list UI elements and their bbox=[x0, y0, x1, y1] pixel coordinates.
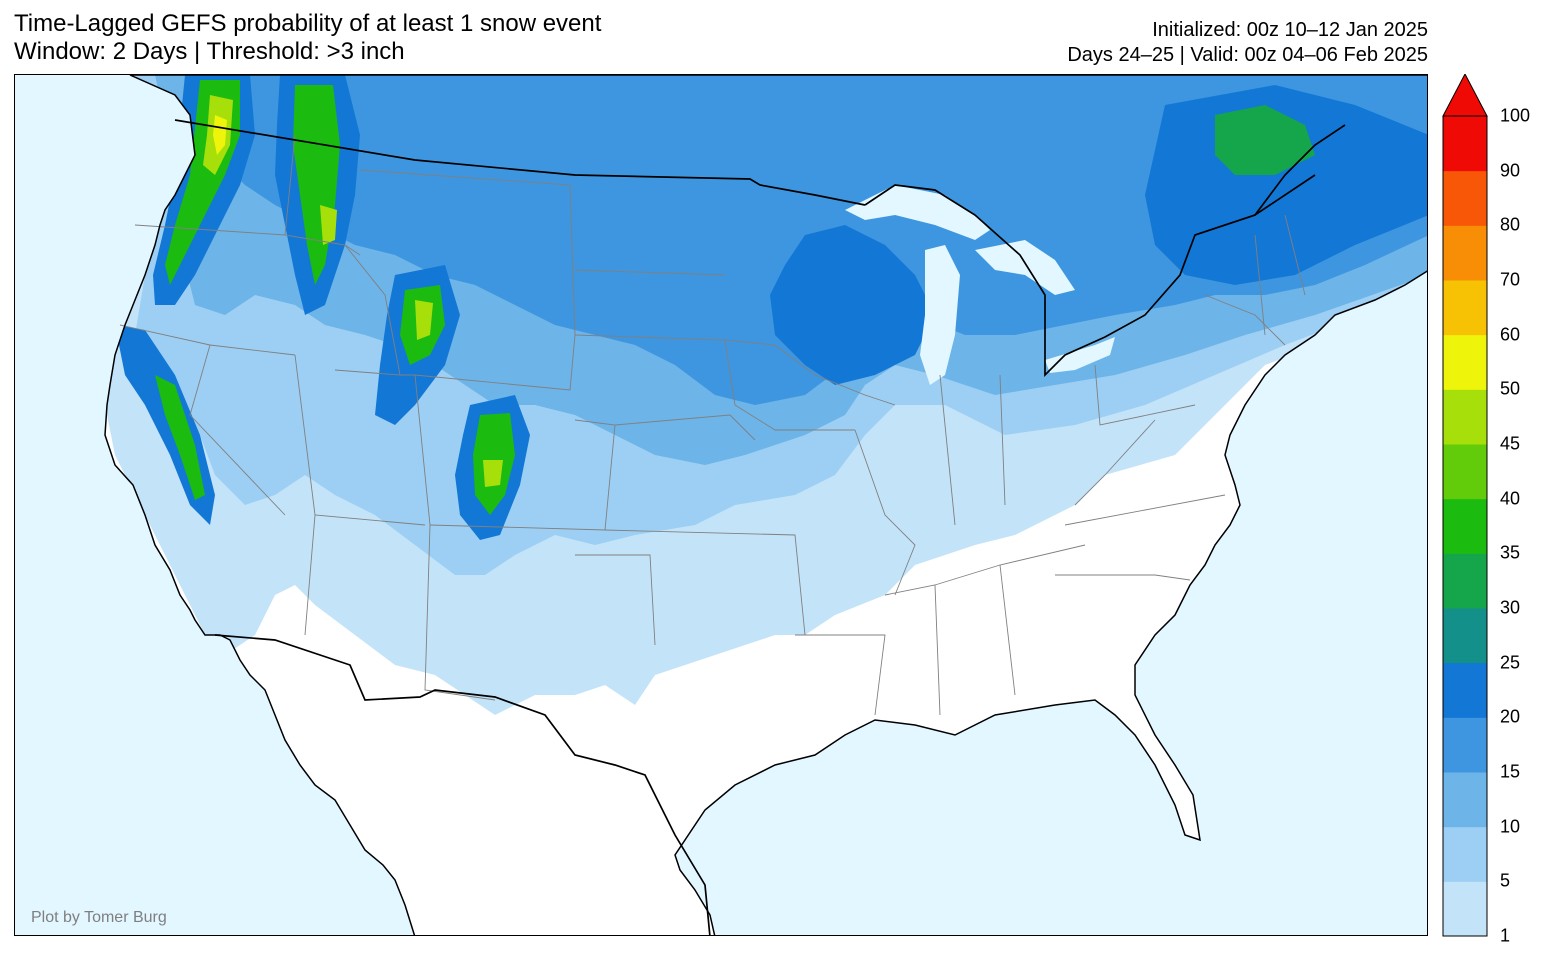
prob-level-30-northeast bbox=[1215, 105, 1315, 175]
plot-credit: Plot by Tomer Burg bbox=[31, 909, 167, 926]
colorbar-tick-label: 15 bbox=[1500, 761, 1521, 782]
colorbar-bin-1 bbox=[1443, 881, 1487, 937]
colorbar-tick-label: 50 bbox=[1500, 378, 1521, 399]
colorbar: 1 5 10 15 20 25 30 35 40 45 50 60 70 80 90 100 bbox=[1442, 74, 1550, 946]
great-lakes bbox=[845, 185, 1115, 385]
colorbar-tick-label: 100 bbox=[1500, 105, 1531, 126]
colorbar-bin-45 bbox=[1443, 389, 1487, 445]
colorbar-tick-label: 90 bbox=[1500, 160, 1521, 181]
prob-level-45-colorado bbox=[483, 460, 503, 487]
colorbar-bin-5 bbox=[1443, 826, 1487, 882]
colorbar-tick-label: 5 bbox=[1500, 870, 1511, 891]
colorbar-bin-30 bbox=[1443, 553, 1487, 609]
chart-subtitle: Initialized: 00z 10–12 Jan 2025 Days 24–… bbox=[1067, 18, 1428, 68]
colorbar-tick-label: 35 bbox=[1500, 542, 1521, 563]
colorbar-tick-label: 60 bbox=[1500, 324, 1521, 345]
prob-level-50-cascades bbox=[213, 115, 227, 155]
colorbar-bin-70 bbox=[1443, 225, 1487, 281]
colorbar-bin-40 bbox=[1443, 444, 1487, 500]
colorbar-bin-20 bbox=[1443, 662, 1487, 718]
colorbar-tick-label: 45 bbox=[1500, 433, 1521, 454]
colorbar-bin-80 bbox=[1443, 170, 1487, 226]
colorbar-outline bbox=[1442, 115, 1488, 937]
colorbar-tick-label: 80 bbox=[1500, 214, 1521, 235]
prob-level-35-sierra bbox=[155, 375, 205, 500]
chart-title: Time-Lagged GEFS probability of at least… bbox=[14, 10, 601, 66]
colorbar-tick-label: 40 bbox=[1500, 488, 1521, 509]
colorbar-bin-60 bbox=[1443, 280, 1487, 336]
colorbar-bin-10 bbox=[1443, 772, 1487, 828]
colorbar-bin-90 bbox=[1443, 116, 1487, 172]
valid-time-label: Days 24–25 | Valid: 00z 04–06 Feb 2025 bbox=[1067, 44, 1428, 66]
colorbar-tick-label: 25 bbox=[1500, 652, 1521, 673]
country-borders bbox=[104, 75, 1427, 935]
colorbar-bin-15 bbox=[1443, 717, 1487, 773]
colorbar-bin-25 bbox=[1443, 608, 1487, 664]
prob-level-45-idaho bbox=[320, 205, 337, 245]
colorbar-extend-arrow bbox=[1442, 74, 1488, 117]
prob-level-20-midwest bbox=[770, 225, 935, 385]
colorbar-tick-label: 10 bbox=[1500, 816, 1521, 837]
title-line-1: Time-Lagged GEFS probability of at least… bbox=[14, 10, 602, 37]
probability-field bbox=[105, 75, 1427, 715]
state-boundaries bbox=[119, 134, 1306, 716]
colorbar-bin-50 bbox=[1443, 334, 1487, 390]
map-panel: Plot by Tomer Burg bbox=[14, 74, 1428, 936]
init-time-label: Initialized: 00z 10–12 Jan 2025 bbox=[1152, 19, 1428, 41]
title-line-2: Window: 2 Days | Threshold: >3 inch bbox=[14, 38, 405, 65]
colorbar-svg bbox=[1442, 74, 1488, 937]
colorbar-tick-label: 70 bbox=[1500, 269, 1521, 290]
colorbar-bin-35 bbox=[1443, 498, 1487, 554]
colorbar-tick-label: 1 bbox=[1500, 925, 1511, 946]
map-svg bbox=[104, 75, 1427, 935]
colorbar-tick-label: 30 bbox=[1500, 597, 1521, 618]
prob-level-45-wyoming bbox=[415, 300, 433, 340]
colorbar-tick-label: 20 bbox=[1500, 706, 1521, 727]
